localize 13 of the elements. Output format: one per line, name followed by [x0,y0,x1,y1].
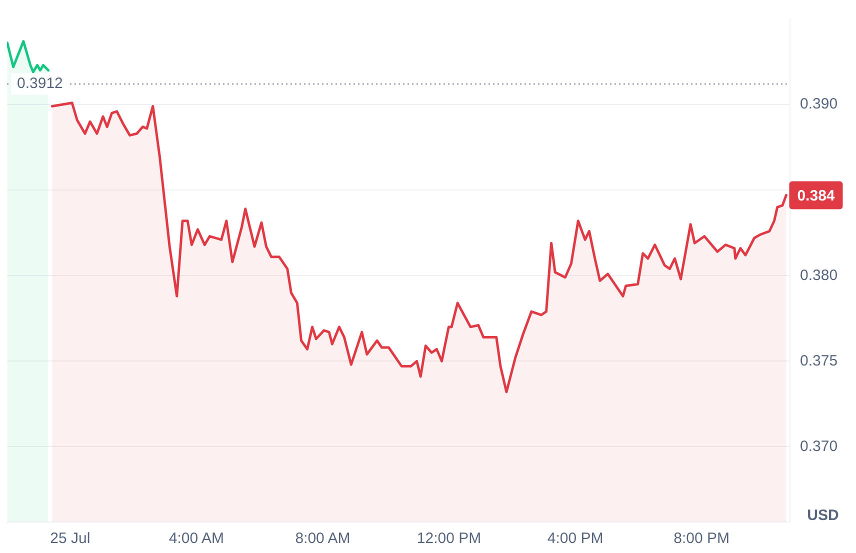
x-tick-label: 25 Jul [50,530,90,548]
x-tick-label: 4:00 AM [168,530,224,548]
y-tick-label: 0.375 [800,352,838,370]
x-tick-label: 8:00 PM [674,530,730,548]
y-axis-title: USD [807,507,839,524]
x-tick-label: 8:00 AM [295,530,350,548]
annotation: 0.384 [797,187,836,204]
y-tick-label: 0.370 [800,438,838,455]
y-tick-label: 0.390 [800,96,838,113]
ref-line-label: 0.3912 [17,75,63,92]
y-tick-label: 0.380 [800,266,838,284]
x-tick-label: 4:00 PM [547,530,604,548]
x-tick-label: 12:00 PM [416,530,482,548]
